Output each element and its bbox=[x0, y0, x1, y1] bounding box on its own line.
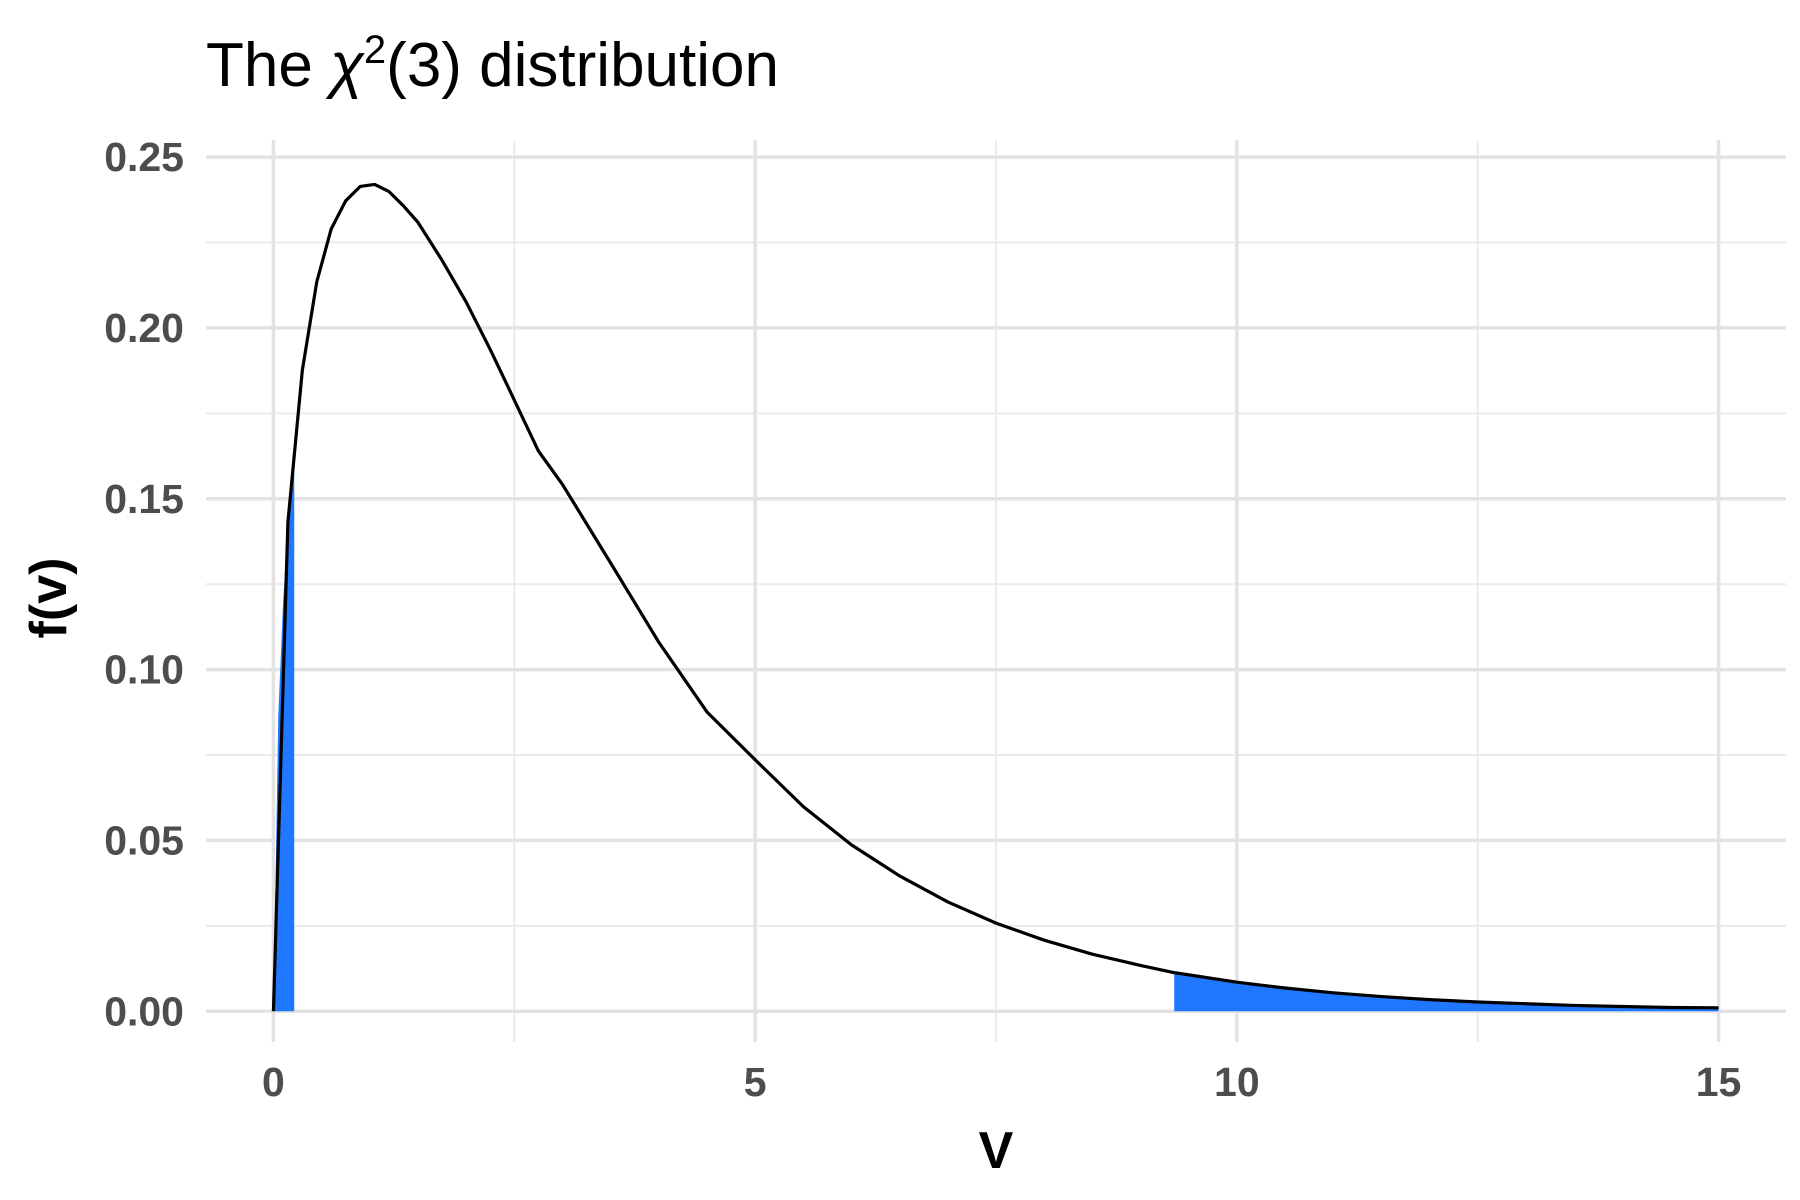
chart-title: The χ2(3) distribution bbox=[206, 28, 779, 100]
density-curve-group bbox=[271, 182, 1719, 1012]
minor-gridlines bbox=[206, 140, 1786, 1042]
title-superscript: 2 bbox=[364, 28, 386, 72]
x-tick-label: 0 bbox=[262, 1059, 285, 1105]
y-tick-label: 0.10 bbox=[104, 647, 184, 693]
title-prefix: The bbox=[206, 31, 330, 100]
x-axis-title: V bbox=[979, 1122, 1014, 1180]
y-tick-label: 0.20 bbox=[104, 305, 184, 351]
y-axis-tick-labels: 0.00 0.05 0.10 0.15 0.20 0.25 bbox=[104, 134, 184, 1034]
x-tick-label: 10 bbox=[1214, 1059, 1260, 1105]
y-tick-label: 0.25 bbox=[104, 134, 184, 180]
y-tick-label: 0.05 bbox=[104, 817, 184, 863]
title-suffix: (3) distribution bbox=[386, 31, 779, 100]
title-chi-symbol: χ bbox=[325, 31, 365, 100]
x-tick-label: 15 bbox=[1696, 1059, 1742, 1105]
density-curve bbox=[271, 182, 1719, 1012]
y-axis-title: f(v) bbox=[20, 558, 78, 639]
x-tick-label: 5 bbox=[744, 1059, 767, 1105]
y-tick-label: 0.15 bbox=[104, 476, 184, 522]
x-axis-tick-labels: 0 5 10 15 bbox=[262, 1059, 1741, 1105]
shaded-area-2 bbox=[1174, 972, 1719, 1012]
y-tick-label: 0.00 bbox=[104, 988, 184, 1034]
